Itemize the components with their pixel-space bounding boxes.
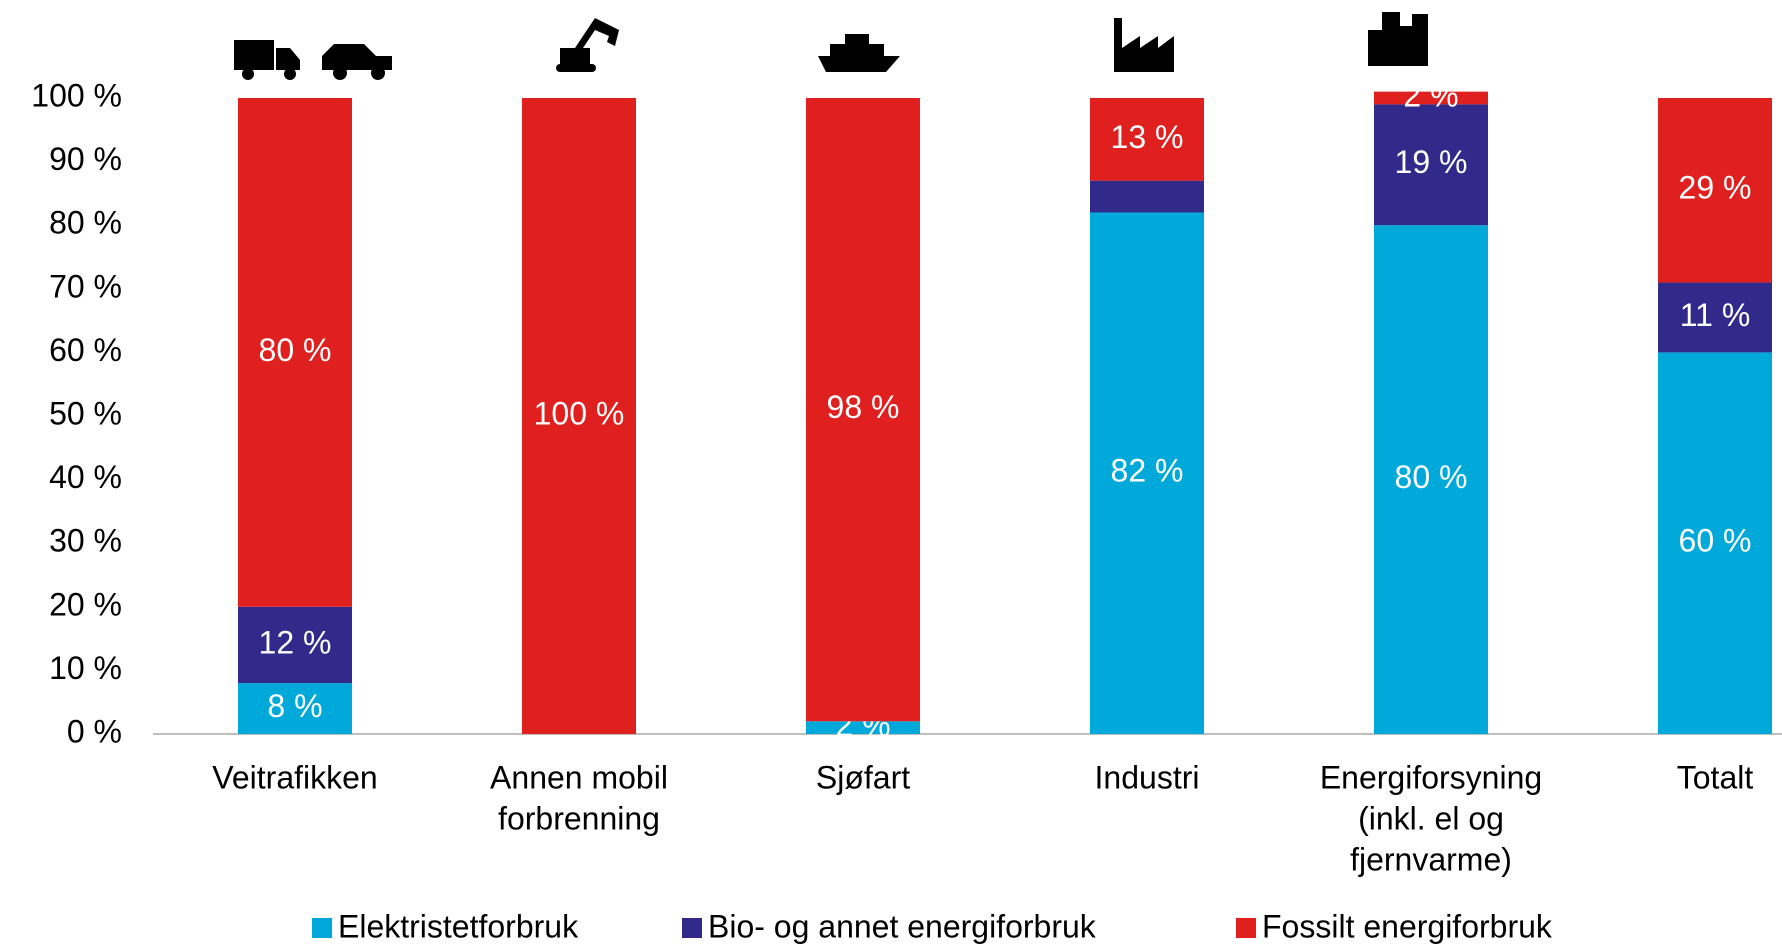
bar-segment — [1374, 104, 1488, 226]
value-label: 82 % — [1111, 453, 1184, 489]
value-label: 8 % — [267, 688, 322, 724]
legend-label: Fossilt energiforbruk — [1262, 908, 1553, 944]
value-label: 80 % — [259, 332, 332, 368]
y-tick-label: 10 % — [49, 650, 122, 686]
bar-segment — [1374, 225, 1488, 734]
y-tick-label: 60 % — [49, 332, 122, 368]
x-tick-label: Energiforsyning — [1320, 759, 1542, 795]
bar-segment — [238, 606, 352, 684]
bar-segment — [1090, 98, 1204, 181]
bar-segment — [1090, 212, 1204, 735]
value-label: 12 % — [259, 624, 332, 660]
y-tick-label: 50 % — [49, 395, 122, 431]
value-label: 11 % — [1680, 297, 1751, 333]
excavator-icon — [556, 18, 619, 72]
x-tick-label: (inkl. el og — [1358, 800, 1504, 836]
y-tick-label: 100 % — [31, 77, 122, 113]
truck-icon — [234, 40, 300, 80]
y-tick-label: 20 % — [49, 586, 122, 622]
value-label: 100 % — [534, 395, 625, 431]
value-label: 13 % — [1111, 119, 1184, 155]
x-tick-label: Sjøfart — [816, 759, 910, 795]
bar-segment — [238, 98, 352, 607]
bar-segment — [1090, 180, 1204, 213]
value-label: 2 % — [1403, 77, 1458, 113]
legend-swatch — [312, 918, 332, 938]
car-icon — [322, 44, 392, 80]
ship-icon — [818, 34, 900, 72]
x-tick-label: Totalt — [1677, 759, 1754, 795]
x-tick-label: Annen mobil — [490, 759, 668, 795]
x-tick-label: Veitrafikken — [212, 759, 377, 795]
y-tick-label: 30 % — [49, 523, 122, 559]
x-tick-label: fjernvarme) — [1350, 841, 1512, 877]
bar-segment — [238, 683, 352, 734]
bar-segment — [522, 98, 636, 734]
legend-label: Bio- og annet energiforbruk — [708, 908, 1097, 944]
y-tick-label: 80 % — [49, 205, 122, 241]
value-label: 80 % — [1395, 459, 1468, 495]
legend-swatch — [1236, 918, 1256, 938]
x-tick-label: Industri — [1095, 759, 1200, 795]
icons — [234, 12, 1428, 80]
x-tick-label: forbrenning — [498, 800, 660, 836]
value-label: 60 % — [1679, 523, 1752, 559]
factory-icon — [1114, 18, 1174, 72]
bar-segment — [1658, 352, 1772, 734]
legend-swatch — [682, 918, 702, 938]
buildings-icon — [1368, 12, 1428, 66]
bar-segment — [806, 721, 920, 734]
bar-segment — [806, 98, 920, 722]
value-label: 19 % — [1395, 144, 1468, 180]
legend-label: Elektristetforbruk — [338, 908, 579, 944]
value-label: 98 % — [827, 389, 900, 425]
y-tick-label: 90 % — [49, 141, 122, 177]
bar-segment — [1374, 91, 1488, 105]
y-tick-label: 70 % — [49, 268, 122, 304]
y-tick-label: 0 % — [67, 713, 122, 749]
y-tick-label: 40 % — [49, 459, 122, 495]
bar-segment — [1658, 98, 1772, 283]
value-label: 29 % — [1679, 170, 1752, 206]
bar-segment — [1658, 282, 1772, 353]
